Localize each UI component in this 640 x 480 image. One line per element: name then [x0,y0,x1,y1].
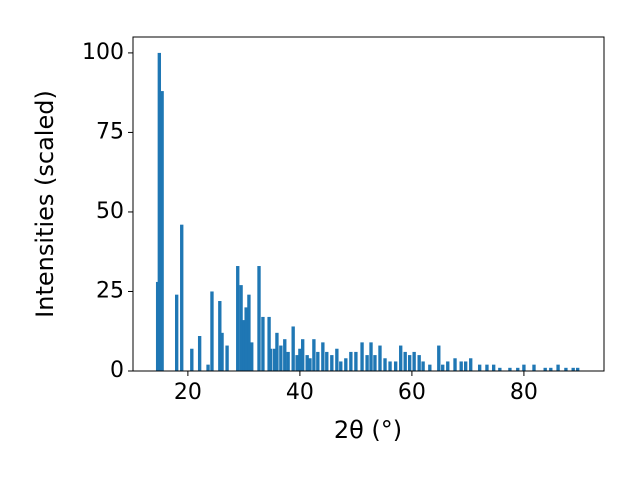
x-tick-label: 60 [398,380,426,405]
y-tick-label: 100 [82,40,124,65]
bar [210,291,214,371]
bar [459,361,463,371]
bar [393,361,398,371]
bar [477,364,482,371]
bar [344,358,348,371]
bar [273,348,277,371]
bar [378,345,382,371]
bar [244,307,248,371]
bar [549,367,553,371]
bar [295,355,299,371]
bar [286,351,290,371]
bar [373,355,377,371]
bar [421,361,425,371]
bar [417,355,421,371]
bar [257,266,261,371]
bar [225,345,229,371]
y-tick-label: 50 [96,199,124,224]
bar [321,342,325,371]
bar [206,364,210,371]
bar [365,355,369,371]
x-tick-label: 40 [286,380,314,405]
bar [522,364,526,371]
x-tick-label: 20 [174,380,202,405]
bar [428,364,432,371]
bar [330,355,334,371]
bar [491,364,496,371]
bar [220,332,224,371]
bar [267,316,271,371]
bar [335,348,339,371]
y-axis-label: Intensities (scaled) [31,90,59,318]
bar [325,351,329,371]
bar [349,351,353,371]
bar [312,339,316,371]
bar [407,355,412,371]
bar [571,367,575,371]
bar [298,348,302,371]
bar [250,342,254,371]
bar [242,320,246,371]
bar [369,342,373,371]
bar [485,364,489,371]
bar [279,345,283,371]
bar [383,358,387,371]
bar [305,355,309,371]
bar [239,285,243,371]
bar [508,367,512,371]
bar [388,361,392,371]
bar [412,351,416,371]
bar [301,339,305,371]
bar [175,294,179,371]
y-tick-label: 25 [96,278,124,303]
bar [469,358,473,371]
bar [532,364,536,371]
bar [403,351,407,371]
bar [339,361,343,371]
y-tick-label: 75 [96,119,124,144]
bar [275,332,279,371]
bar [463,361,468,371]
bar [236,266,240,371]
bar [190,348,194,371]
bar [247,294,251,371]
plot-frame [132,36,605,372]
bar [354,351,358,371]
bar [160,91,164,372]
bar [283,339,287,371]
bar [437,345,441,371]
bar [291,326,295,371]
bar [308,358,312,371]
bar [360,342,364,371]
x-axis-label: 2θ (°) [334,416,402,444]
bar [446,361,450,371]
bar [556,364,560,371]
bar [453,358,457,371]
bar [316,351,320,371]
bar [157,52,162,372]
bar [180,224,184,371]
bar [564,367,568,371]
x-tick-label: 80 [510,380,538,405]
bar [269,348,273,371]
bar [543,367,547,371]
bar [261,316,265,371]
y-tick-label: 0 [110,358,124,383]
bar [498,367,502,371]
bar [441,364,445,371]
bar [516,367,520,371]
bar [575,367,580,371]
bar [399,345,403,371]
bar [197,336,202,371]
bar [218,301,222,371]
